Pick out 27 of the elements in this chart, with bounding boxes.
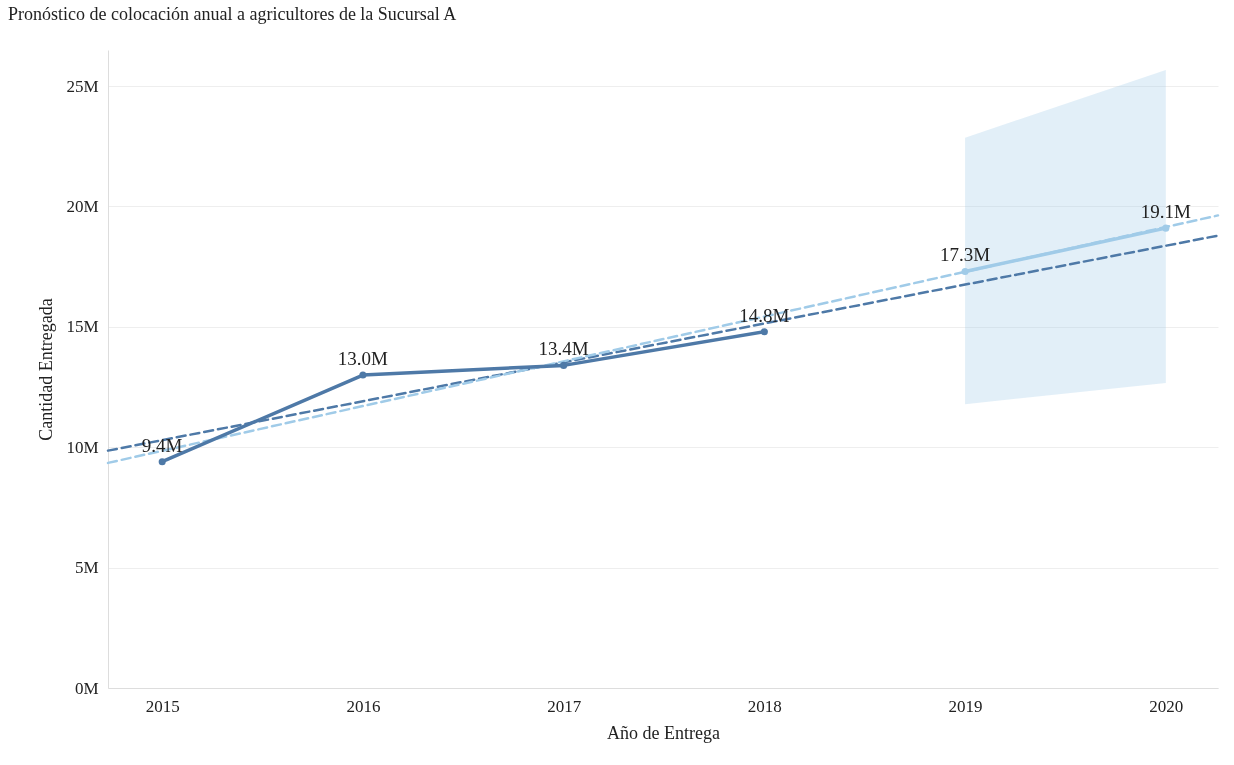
chart-title: Pronóstico de colocación anual a agricultores de la Sucursal A <box>8 4 457 24</box>
point <box>1162 224 1170 232</box>
y-tick-label: 20M <box>66 196 99 216</box>
data-label: 13.4M <box>538 338 589 360</box>
x-tick-label: 2018 <box>747 696 782 716</box>
data-label: 13.0M <box>337 348 389 370</box>
x-tick-label: 2019 <box>948 696 983 716</box>
x-tick-label: 2015 <box>145 696 180 716</box>
y-tick-label: 5M <box>74 558 99 578</box>
point <box>158 458 166 466</box>
y-tick-label: 10M <box>66 437 99 457</box>
y-tick-label: 25M <box>66 76 99 96</box>
point <box>961 267 969 276</box>
x-tick-label: 2020 <box>1149 696 1184 716</box>
point <box>760 328 768 336</box>
x-tick-label: 2016 <box>346 696 381 716</box>
y-tick-label: 15M <box>66 317 99 337</box>
point <box>560 361 568 369</box>
data-label: 14.8M <box>739 304 790 326</box>
data-label: 9.4M <box>141 434 183 456</box>
x-tick-label: 2017 <box>547 696 582 716</box>
data-label: 17.3M <box>940 244 991 266</box>
y-tick-label: 0M <box>74 678 99 698</box>
data-label: 19.1M <box>1140 201 1191 223</box>
point <box>359 371 367 379</box>
y-axis-title: Cantidad Entregada <box>36 298 57 441</box>
x-axis-title: Año de Entrega <box>607 722 720 743</box>
